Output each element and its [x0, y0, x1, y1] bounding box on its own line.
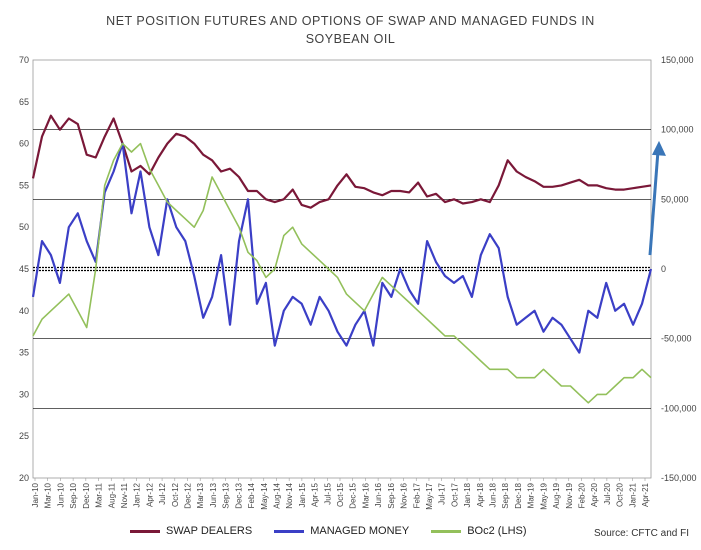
x-tick-label: Feb-20	[577, 482, 586, 508]
x-tick-label: Feb-14	[247, 482, 256, 508]
x-tick-label: Sep-10	[69, 482, 78, 508]
x-tick-label: Oct-12	[171, 482, 180, 507]
chart-legend: SWAP DEALERS MANAGED MONEY BOc2 (LHS)	[130, 525, 549, 537]
left-axis-tick-label: 50	[19, 222, 29, 232]
trend-arrow-head	[652, 140, 666, 156]
x-tick-label: Jul-20	[603, 482, 612, 504]
left-axis-tick-label: 60	[19, 139, 29, 149]
x-tick-label: Dec-15	[349, 482, 358, 508]
x-tick-label: Apr-20	[590, 482, 599, 507]
series-line-boc2	[32, 142, 652, 404]
x-tick-label: Oct-17	[450, 482, 459, 507]
x-tick-label: Jul-15	[323, 482, 332, 504]
legend-label-managed-money: MANAGED MONEY	[310, 525, 410, 537]
x-tick-label: Sep-16	[387, 482, 396, 508]
x-tick-label: Jan-21	[628, 482, 637, 507]
x-tick-label: Aug-14	[272, 482, 281, 508]
x-tick-label: Mar-19	[527, 482, 536, 508]
series-line-swap	[31, 114, 652, 209]
x-tick-label: Apr-12	[145, 482, 154, 507]
legend-item-boc2: BOc2 (LHS)	[431, 525, 527, 537]
series-line-managed	[31, 142, 653, 354]
chart-title-line-2: SOYBEAN OIL	[305, 32, 396, 46]
x-tick-label: Apr-15	[311, 482, 320, 507]
legend-swatch-boc2	[431, 529, 462, 533]
source-note: Source: CFTC and FI	[593, 528, 689, 539]
x-tick-label: Aug-19	[552, 482, 561, 508]
x-tick-label: May-14	[260, 482, 269, 509]
x-tick-label: Mar-11	[95, 482, 104, 507]
right-axis-tick-label: 100,000	[661, 125, 694, 135]
left-axis-tick-label: 20	[19, 473, 29, 483]
chart-title-line-1: NET POSITION FUTURES AND OPTIONS OF SWAP…	[106, 14, 595, 28]
left-axis-tick-label: 55	[19, 180, 29, 190]
left-axis-tick-label: 70	[19, 55, 29, 65]
x-tick-label: Apr-21	[641, 482, 650, 507]
legend-item-managed-money: MANAGED MONEY	[274, 525, 409, 537]
x-tick-label: Jun-18	[489, 482, 498, 507]
right-axis-tick-label: -50,000	[661, 334, 692, 344]
x-tick-label: Aug-11	[107, 482, 116, 508]
x-tick-label: Jan-18	[463, 482, 472, 507]
x-tick-label: May-17	[425, 482, 434, 509]
left-axis-tick-label: 65	[19, 97, 29, 107]
right-axis-tick-label: -150,000	[661, 473, 697, 483]
x-tick-label: Jun-16	[374, 482, 383, 507]
x-tick-label: Feb-17	[412, 482, 421, 508]
x-tick-label: Mar-16	[361, 482, 370, 508]
legend-item-swap-dealers: SWAP DEALERS	[130, 525, 252, 537]
left-axis-tick-label: 45	[19, 264, 29, 274]
x-tick-label: Jul-17	[438, 482, 447, 504]
x-tick-label: Jan-10	[31, 482, 40, 507]
x-tick-label: May-19	[539, 482, 548, 509]
x-tick-label: Jul-12	[158, 482, 167, 504]
x-tick-label: Jun-10	[56, 482, 65, 507]
x-tick-label: Dec-10	[82, 482, 91, 508]
right-axis-tick-label: 50,000	[661, 194, 689, 204]
x-tick-label: Nov-11	[120, 482, 129, 508]
x-tick-label: Dec-18	[514, 482, 523, 508]
left-axis-tick-label: 25	[19, 431, 29, 441]
x-tick-label: Oct-15	[336, 482, 345, 507]
left-axis-tick-label: 40	[19, 306, 29, 316]
x-tick-label: Nov-16	[400, 482, 409, 508]
plot-frame	[32, 59, 652, 479]
x-tick-label: Sep-13	[222, 482, 231, 508]
left-axis-tick-label: 30	[19, 389, 29, 399]
right-axis-tick-label: 150,000	[661, 55, 694, 65]
legend-label-swap-dealers: SWAP DEALERS	[166, 525, 253, 537]
trend-arrow-shaft	[648, 150, 660, 256]
x-tick-label: Nov-19	[565, 482, 574, 508]
x-tick-label: Dec-12	[184, 482, 193, 508]
legend-swatch-swap-dealers	[130, 529, 160, 533]
x-tick-label: Jun-13	[209, 482, 218, 507]
x-tick-label: Sep-18	[501, 482, 510, 508]
x-tick-label: Apr-18	[476, 482, 485, 507]
x-tick-label: Mar-10	[44, 482, 53, 508]
x-tick-label: Mar-13	[196, 482, 205, 508]
right-axis-tick-label: -100,000	[661, 403, 697, 413]
left-axis-tick-label: 35	[19, 348, 29, 358]
chart-title: NET POSITION FUTURES AND OPTIONS OF SWAP…	[0, 12, 701, 48]
x-tick-label: Jan-15	[298, 482, 307, 507]
x-tick-label: Oct-20	[616, 482, 625, 507]
x-tick-label: Jan-12	[133, 482, 142, 507]
legend-label-boc2: BOc2 (LHS)	[467, 525, 527, 537]
legend-swatch-managed-money	[274, 529, 305, 533]
x-tick-label: Nov-14	[285, 482, 294, 508]
x-tick-label: Dec-13	[234, 482, 243, 508]
right-axis-tick-label: 0	[661, 264, 666, 274]
